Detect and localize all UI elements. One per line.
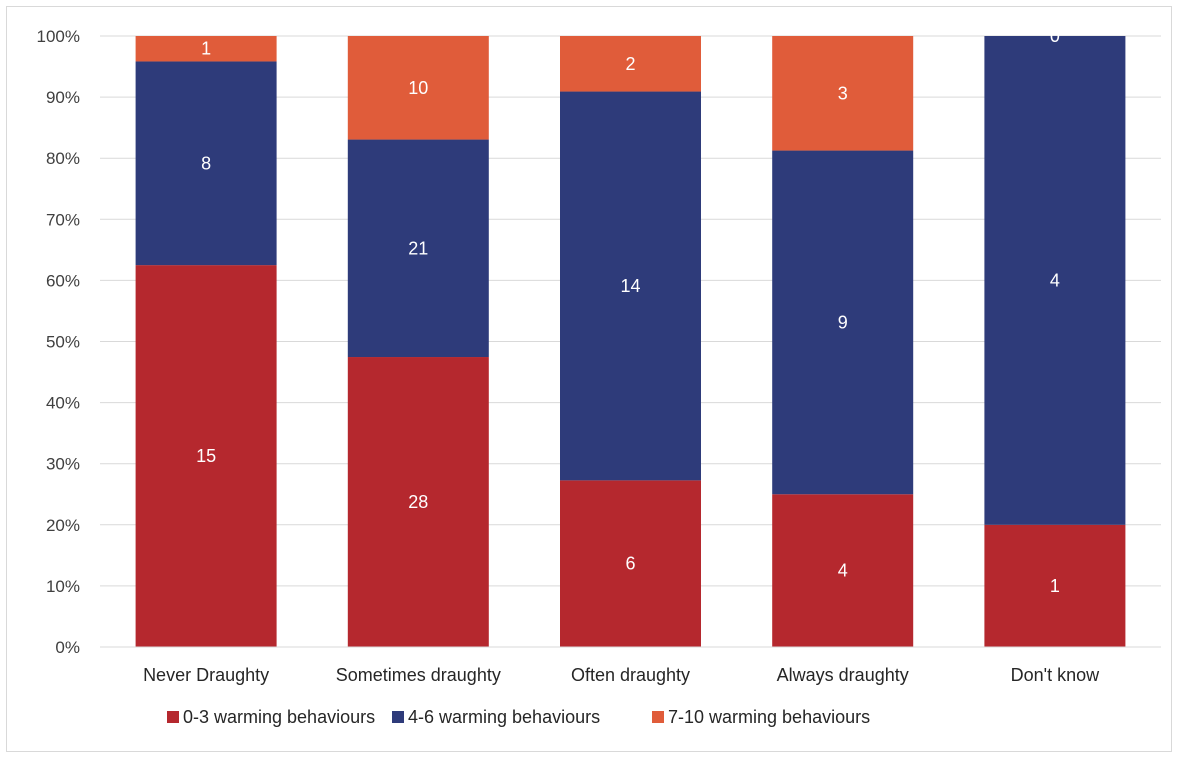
- legend-swatch: [652, 711, 664, 723]
- data-label: 4: [1050, 270, 1060, 290]
- bar-segment: [772, 150, 914, 495]
- bar-segment: [560, 91, 701, 481]
- y-tick-label: 20%: [46, 516, 80, 535]
- bar-segment: [772, 494, 914, 647]
- data-label: 21: [408, 238, 428, 258]
- data-label: 9: [838, 312, 848, 332]
- legend-label: 7-10 warming behaviours: [668, 707, 870, 727]
- y-tick-label: 90%: [46, 88, 80, 107]
- data-label: 8: [201, 153, 211, 173]
- axes: 0% 10% 20% 30% 40% 50% 60% 70% 80% 90% 100% Never D…: [37, 27, 1161, 685]
- legend-label: 0-3 warming behaviours: [183, 707, 375, 727]
- data-label: 1: [201, 39, 211, 59]
- x-category-label: Never Draughty: [143, 665, 269, 685]
- y-tick-label: 30%: [46, 455, 80, 474]
- bar-segment: [347, 36, 489, 140]
- data-label: 14: [620, 276, 640, 296]
- y-tick-label: 50%: [46, 333, 80, 352]
- x-category-label: Sometimes draughty: [336, 665, 501, 685]
- y-tick-label: 80%: [46, 149, 80, 168]
- x-category-label: Don't know: [1011, 665, 1100, 685]
- bar-segment: [984, 524, 1126, 647]
- data-label: 6: [625, 554, 635, 574]
- data-label: 2: [625, 54, 635, 74]
- bar-segment: [135, 265, 277, 647]
- data-label: 3: [838, 83, 848, 103]
- y-tick-label: 40%: [46, 394, 80, 413]
- y-tick-label: 10%: [46, 577, 80, 596]
- y-tick-label: 100%: [37, 27, 80, 46]
- y-tick-label: 70%: [46, 210, 80, 229]
- y-tick-label: 0%: [55, 638, 80, 657]
- bar-segment: [347, 357, 489, 647]
- data-label: 28: [408, 492, 428, 512]
- bar-segment: [984, 36, 1126, 525]
- bar-segment: [135, 61, 277, 266]
- legend-swatch: [392, 711, 404, 723]
- bar-segment: [560, 480, 701, 647]
- legend: 0-3 warming behaviours 4-6 warming behavi…: [167, 707, 870, 727]
- data-label: 4: [838, 561, 848, 581]
- x-category-label: Often draughty: [571, 665, 690, 685]
- bar-segment: [560, 36, 701, 92]
- chart-frame: 15 8 1 28 21 10 6 14 2 4 9 3 1 4 0 0% 10% 20% 30% 40% 50% 60…: [6, 6, 1172, 752]
- data-label: 10: [408, 78, 428, 98]
- legend-label: 4-6 warming behaviours: [408, 707, 600, 727]
- x-category-label: Always draughty: [777, 665, 909, 685]
- bar-segment: [135, 36, 277, 62]
- data-label: 15: [196, 446, 216, 466]
- data-label: 1: [1050, 576, 1060, 596]
- bar-segment: [772, 36, 914, 151]
- data-label: 0: [1050, 26, 1060, 46]
- legend-swatch: [167, 711, 179, 723]
- y-tick-label: 60%: [46, 271, 80, 290]
- bar-segment: [347, 139, 489, 358]
- bars: [135, 36, 1126, 647]
